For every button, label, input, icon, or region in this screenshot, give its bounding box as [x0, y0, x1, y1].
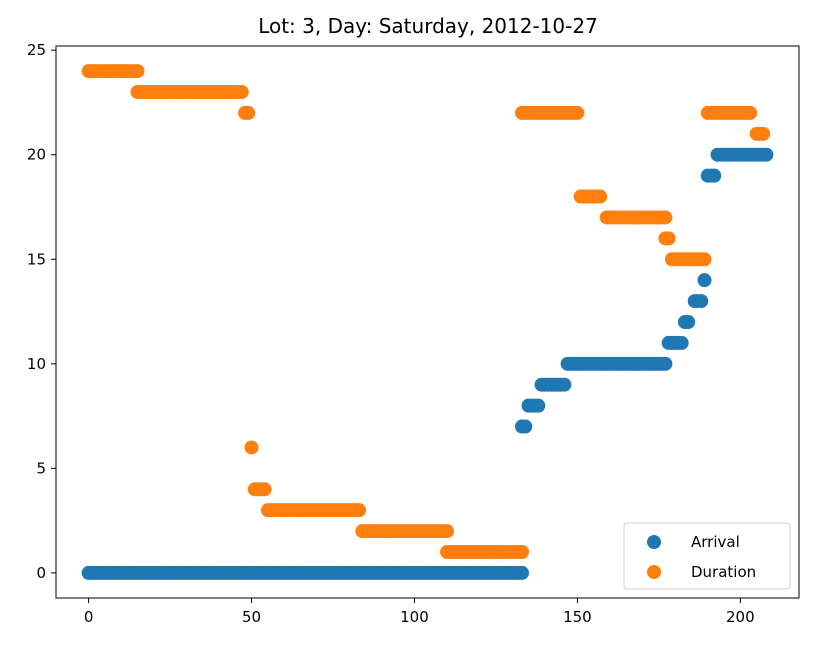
series-arrival [81, 147, 774, 580]
point-arrival [697, 273, 712, 288]
y-tick-label: 25 [27, 41, 46, 59]
x-axis-ticks: 0 50 100 150 200 [84, 598, 755, 626]
legend-label-duration: Duration [691, 563, 756, 581]
y-tick-label: 10 [27, 355, 46, 373]
x-tick-label: 50 [242, 608, 261, 626]
point-duration [593, 189, 608, 204]
point-duration [130, 64, 145, 79]
y-tick-label: 20 [27, 146, 46, 164]
y-tick-label: 15 [27, 250, 46, 268]
point-duration [352, 503, 367, 518]
legend-marker-arrival [647, 535, 661, 549]
x-tick-label: 150 [563, 608, 592, 626]
x-tick-label: 0 [84, 608, 94, 626]
point-duration [570, 105, 585, 120]
point-duration [440, 524, 455, 539]
legend-box [623, 522, 791, 590]
series-duration [81, 64, 771, 559]
x-tick-label: 100 [400, 608, 429, 626]
point-arrival [557, 377, 572, 392]
points-layer [81, 64, 774, 580]
point-duration [257, 482, 272, 497]
point-duration [658, 210, 673, 225]
axes-layer [55, 45, 800, 599]
legend-marker-duration [647, 565, 661, 579]
y-tick-label: 5 [36, 459, 46, 477]
point-duration [743, 105, 758, 120]
plot-frame [55, 45, 800, 599]
point-duration [697, 252, 712, 267]
point-arrival [759, 147, 774, 162]
point-arrival [681, 315, 696, 329]
point-arrival [694, 294, 709, 309]
point-arrival [515, 565, 529, 580]
chart-title: Lot: 3, Day: Saturday, 2012-10-27 [258, 14, 598, 38]
point-arrival [518, 419, 533, 434]
y-tick-label: 0 [36, 564, 46, 582]
point-duration [244, 440, 259, 455]
legend: Arrival Duration [623, 522, 791, 590]
point-duration [515, 545, 529, 559]
point-duration [661, 231, 676, 246]
point-duration [234, 85, 249, 99]
point-duration [756, 126, 771, 141]
point-arrival [531, 398, 546, 413]
point-duration [241, 105, 256, 120]
x-tick-label: 200 [726, 608, 755, 626]
y-axis-ticks: 0 5 10 15 20 25 [27, 41, 56, 582]
point-arrival [658, 356, 673, 371]
point-arrival [707, 168, 722, 183]
point-arrival [674, 335, 689, 350]
legend-label-arrival: Arrival [691, 533, 740, 551]
